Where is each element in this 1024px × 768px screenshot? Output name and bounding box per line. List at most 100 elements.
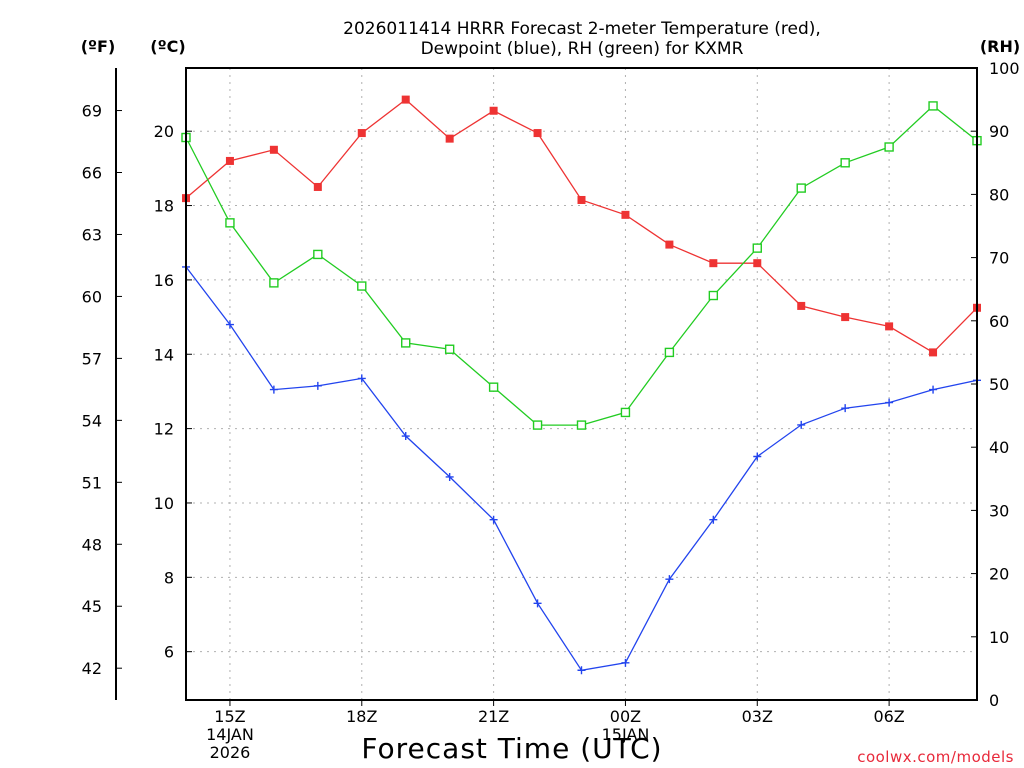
dewpoint-point bbox=[445, 472, 454, 481]
chart-title-line-2: Dewpoint (blue), RH (green) for KXMR bbox=[421, 39, 744, 59]
dewpoint-point bbox=[797, 420, 806, 429]
temperature-point bbox=[577, 195, 586, 204]
temperature-point bbox=[313, 182, 322, 191]
relative-humidity-point bbox=[752, 243, 762, 253]
dewpoint-point bbox=[621, 658, 630, 667]
relative-humidity-point bbox=[664, 347, 675, 358]
fahrenheit-tick-label: 69 bbox=[82, 102, 102, 121]
relative-humidity-point bbox=[620, 407, 631, 418]
time-tick-label: 15Z bbox=[214, 707, 245, 726]
rh-tick-label: 50 bbox=[989, 375, 1009, 394]
celsius-axis-label: (ºC) bbox=[150, 37, 185, 56]
celsius-tick-label: 6 bbox=[164, 643, 174, 662]
time-tick-label: 15JAN bbox=[602, 725, 650, 744]
rh-tick-label: 30 bbox=[989, 501, 1009, 520]
time-tick-label: 2026 bbox=[210, 743, 251, 762]
relative-humidity-point bbox=[401, 338, 411, 348]
relative-humidity-point bbox=[928, 101, 938, 111]
fahrenheit-tick-label: 51 bbox=[82, 473, 102, 492]
celsius-tick-label: 12 bbox=[154, 420, 174, 439]
dewpoint-point bbox=[533, 599, 542, 608]
relative-humidity-point bbox=[313, 249, 323, 260]
fahrenheit-tick-label: 48 bbox=[82, 535, 102, 554]
rh-tick-label: 60 bbox=[989, 312, 1009, 331]
relative-humidity-point bbox=[884, 142, 894, 152]
rh-tick-label: 80 bbox=[989, 185, 1009, 204]
dewpoint-point bbox=[401, 432, 410, 441]
time-tick-label: 06Z bbox=[873, 707, 904, 726]
relative-humidity-point bbox=[269, 278, 279, 288]
celsius-tick-label: 10 bbox=[154, 494, 174, 513]
celsius-tick-label: 16 bbox=[154, 271, 174, 290]
dewpoint-point bbox=[709, 515, 718, 524]
temperature-point bbox=[709, 259, 718, 268]
fahrenheit-tick-label: 45 bbox=[82, 597, 102, 616]
axis-ticks: 6 8 10 12 14 16 18 20 42 45 48 51 54 57 60 63 66 69 0 10 20 3… bbox=[82, 59, 1020, 762]
fahrenheit-tick-label: 57 bbox=[82, 349, 102, 368]
relative-humidity-point bbox=[488, 382, 499, 392]
relative-humidity-point bbox=[576, 420, 587, 430]
rh-tick-label: 20 bbox=[989, 565, 1009, 584]
rh-axis-label: (RH) bbox=[980, 37, 1020, 56]
site-credit: coolwx.com/models bbox=[857, 748, 1014, 766]
temperature-point bbox=[269, 145, 278, 154]
dewpoint-point bbox=[489, 515, 498, 524]
fahrenheit-tick-label: 54 bbox=[82, 411, 102, 430]
temperature-point bbox=[797, 301, 806, 310]
time-tick-label: 14JAN bbox=[206, 725, 254, 744]
relative-humidity-point bbox=[357, 281, 367, 291]
relative-humidity-line bbox=[185, 105, 978, 426]
temperature-point bbox=[401, 95, 410, 104]
celsius-tick-label: 20 bbox=[154, 122, 174, 141]
time-tick-label: 18Z bbox=[346, 707, 377, 726]
time-tick-label: 00Z bbox=[610, 707, 641, 726]
dewpoint-point bbox=[885, 398, 894, 407]
rh-tick-label: 90 bbox=[989, 122, 1009, 141]
dewpoint-point bbox=[269, 385, 278, 394]
temperature-point bbox=[489, 106, 498, 115]
fahrenheit-tick-label: 66 bbox=[82, 164, 102, 183]
rh-tick-label: 100 bbox=[989, 59, 1020, 78]
relative-humidity-point bbox=[708, 290, 719, 301]
chart-gridlines bbox=[186, 68, 977, 700]
relative-humidity-point bbox=[840, 158, 850, 168]
temperature-point bbox=[929, 348, 938, 357]
dewpoint-line bbox=[185, 266, 978, 672]
fahrenheit-tick-label: 60 bbox=[82, 287, 102, 306]
fahrenheit-axis-label: (ºF) bbox=[81, 37, 116, 56]
rh-tick-label: 0 bbox=[989, 691, 999, 710]
relative-humidity-point bbox=[532, 420, 543, 430]
dewpoint-point bbox=[313, 381, 322, 390]
time-tick-label: 21Z bbox=[478, 707, 509, 726]
temperature-point bbox=[225, 156, 234, 165]
time-tick-label: 03Z bbox=[742, 707, 773, 726]
celsius-tick-label: 8 bbox=[164, 568, 174, 587]
dewpoint-point bbox=[357, 374, 366, 383]
rh-tick-label: 40 bbox=[989, 438, 1009, 457]
fahrenheit-tick-label: 63 bbox=[82, 225, 102, 244]
temperature-line bbox=[185, 98, 978, 354]
dewpoint-point bbox=[665, 575, 674, 584]
temperature-point bbox=[533, 129, 542, 138]
chart-series bbox=[181, 95, 982, 675]
temperature-point bbox=[841, 313, 850, 322]
relative-humidity-point bbox=[444, 344, 455, 354]
dewpoint-point bbox=[225, 320, 234, 329]
dewpoint-point bbox=[929, 385, 938, 394]
celsius-tick-label: 18 bbox=[154, 197, 174, 216]
temperature-point bbox=[357, 129, 366, 138]
temperature-point bbox=[445, 134, 454, 143]
dewpoint-point bbox=[753, 452, 762, 461]
chart-title: 2026011414 HRRR Forecast 2-meter Tempera… bbox=[343, 19, 821, 59]
celsius-tick-label: 14 bbox=[154, 345, 174, 364]
x-axis-label: Forecast Time (UTC) bbox=[361, 732, 662, 765]
rh-tick-label: 70 bbox=[989, 249, 1009, 268]
chart-title-line-1: 2026011414 HRRR Forecast 2-meter Tempera… bbox=[343, 19, 821, 39]
temperature-point bbox=[621, 210, 630, 219]
rh-tick-label: 10 bbox=[989, 628, 1009, 647]
temperature-point bbox=[753, 259, 762, 268]
fahrenheit-tick-label: 42 bbox=[82, 659, 102, 678]
temperature-point bbox=[885, 322, 894, 331]
relative-humidity-point bbox=[225, 218, 235, 228]
relative-humidity-point bbox=[796, 183, 806, 193]
